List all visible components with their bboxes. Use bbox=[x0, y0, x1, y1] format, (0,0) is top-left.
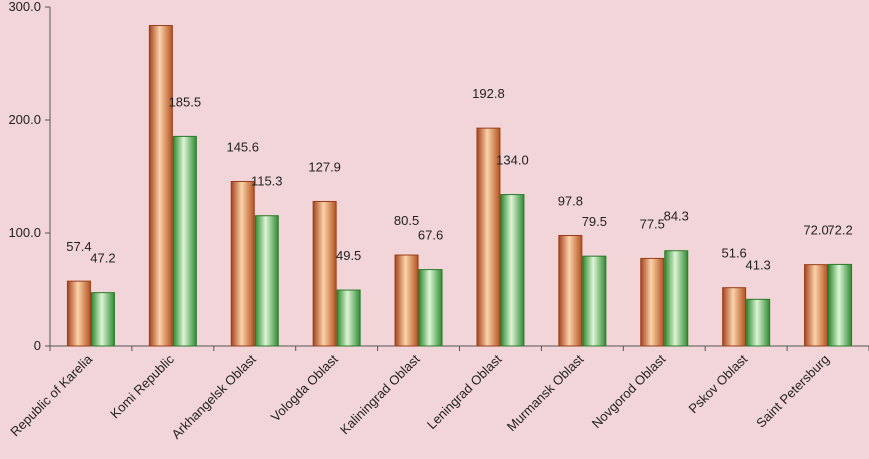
bar-series-2-3 bbox=[254, 215, 279, 347]
category-label: Pskov Oblast bbox=[686, 351, 751, 416]
data-label: 185.5 bbox=[169, 94, 202, 109]
y-tick-label: 200.0 bbox=[8, 112, 41, 127]
bar-series-1-6 bbox=[476, 127, 501, 347]
data-label: 134.0 bbox=[496, 153, 529, 168]
bar-series-1-7 bbox=[558, 234, 583, 347]
category-label: Murmansk Oblast bbox=[504, 351, 587, 434]
bar-series-1-4 bbox=[312, 200, 337, 347]
bar-series-2-1 bbox=[90, 292, 115, 347]
bar-series-1-8 bbox=[640, 257, 665, 347]
bar-series-1-10 bbox=[804, 264, 829, 347]
bar-series-2-6 bbox=[500, 194, 525, 347]
bar-series-2-9 bbox=[746, 298, 771, 347]
bar-series-1-3 bbox=[230, 180, 255, 347]
data-label: 84.3 bbox=[664, 209, 689, 224]
data-label: 47.2 bbox=[90, 251, 115, 266]
data-label: 51.6 bbox=[721, 246, 746, 261]
data-label: 57.4 bbox=[66, 239, 91, 254]
data-label: 67.6 bbox=[418, 228, 443, 243]
data-label: 72.0 bbox=[803, 223, 828, 238]
bar-series-1-9 bbox=[722, 287, 747, 347]
data-label: 49.5 bbox=[336, 248, 361, 263]
category-label: Leningrad Oblast bbox=[424, 351, 505, 432]
y-tick-label: 300.0 bbox=[8, 0, 41, 14]
category-label: Komi Republic bbox=[107, 351, 177, 421]
data-label: 97.8 bbox=[558, 193, 583, 208]
data-label: 79.5 bbox=[582, 214, 607, 229]
category-label: Novgorod Oblast bbox=[589, 351, 669, 431]
y-tick-label: 0 bbox=[34, 338, 41, 353]
bar-series-1-5 bbox=[394, 254, 419, 347]
bar-series-2-7 bbox=[582, 255, 607, 347]
data-label: 77.5 bbox=[640, 216, 665, 231]
data-label: 41.3 bbox=[745, 257, 770, 272]
bar-series-2-5 bbox=[418, 269, 443, 347]
category-label: Kaliningrad Oblast bbox=[337, 351, 423, 437]
category-label: Arkhangelsk Oblast bbox=[169, 351, 260, 442]
data-label: 80.5 bbox=[394, 213, 419, 228]
bar-series-2-2 bbox=[172, 135, 197, 347]
chart-bars bbox=[66, 25, 853, 347]
bar-series-1-1 bbox=[66, 280, 91, 347]
bar-series-2-4 bbox=[336, 289, 361, 347]
bar-series-1-2 bbox=[148, 25, 173, 347]
data-label: 115.3 bbox=[251, 174, 283, 189]
y-tick-label: 100.0 bbox=[8, 225, 41, 240]
data-label: 127.9 bbox=[308, 159, 341, 174]
bar-series-2-8 bbox=[664, 250, 689, 347]
category-label: Saint Petersburg bbox=[753, 352, 832, 431]
data-label: 72.2 bbox=[827, 222, 852, 237]
category-label: Vologda Oblast bbox=[268, 351, 341, 424]
data-label: 145.6 bbox=[226, 139, 259, 154]
data-label: 192.8 bbox=[472, 86, 505, 101]
category-label: Republic of Karelia bbox=[7, 351, 95, 439]
bar-series-2-10 bbox=[828, 263, 853, 347]
